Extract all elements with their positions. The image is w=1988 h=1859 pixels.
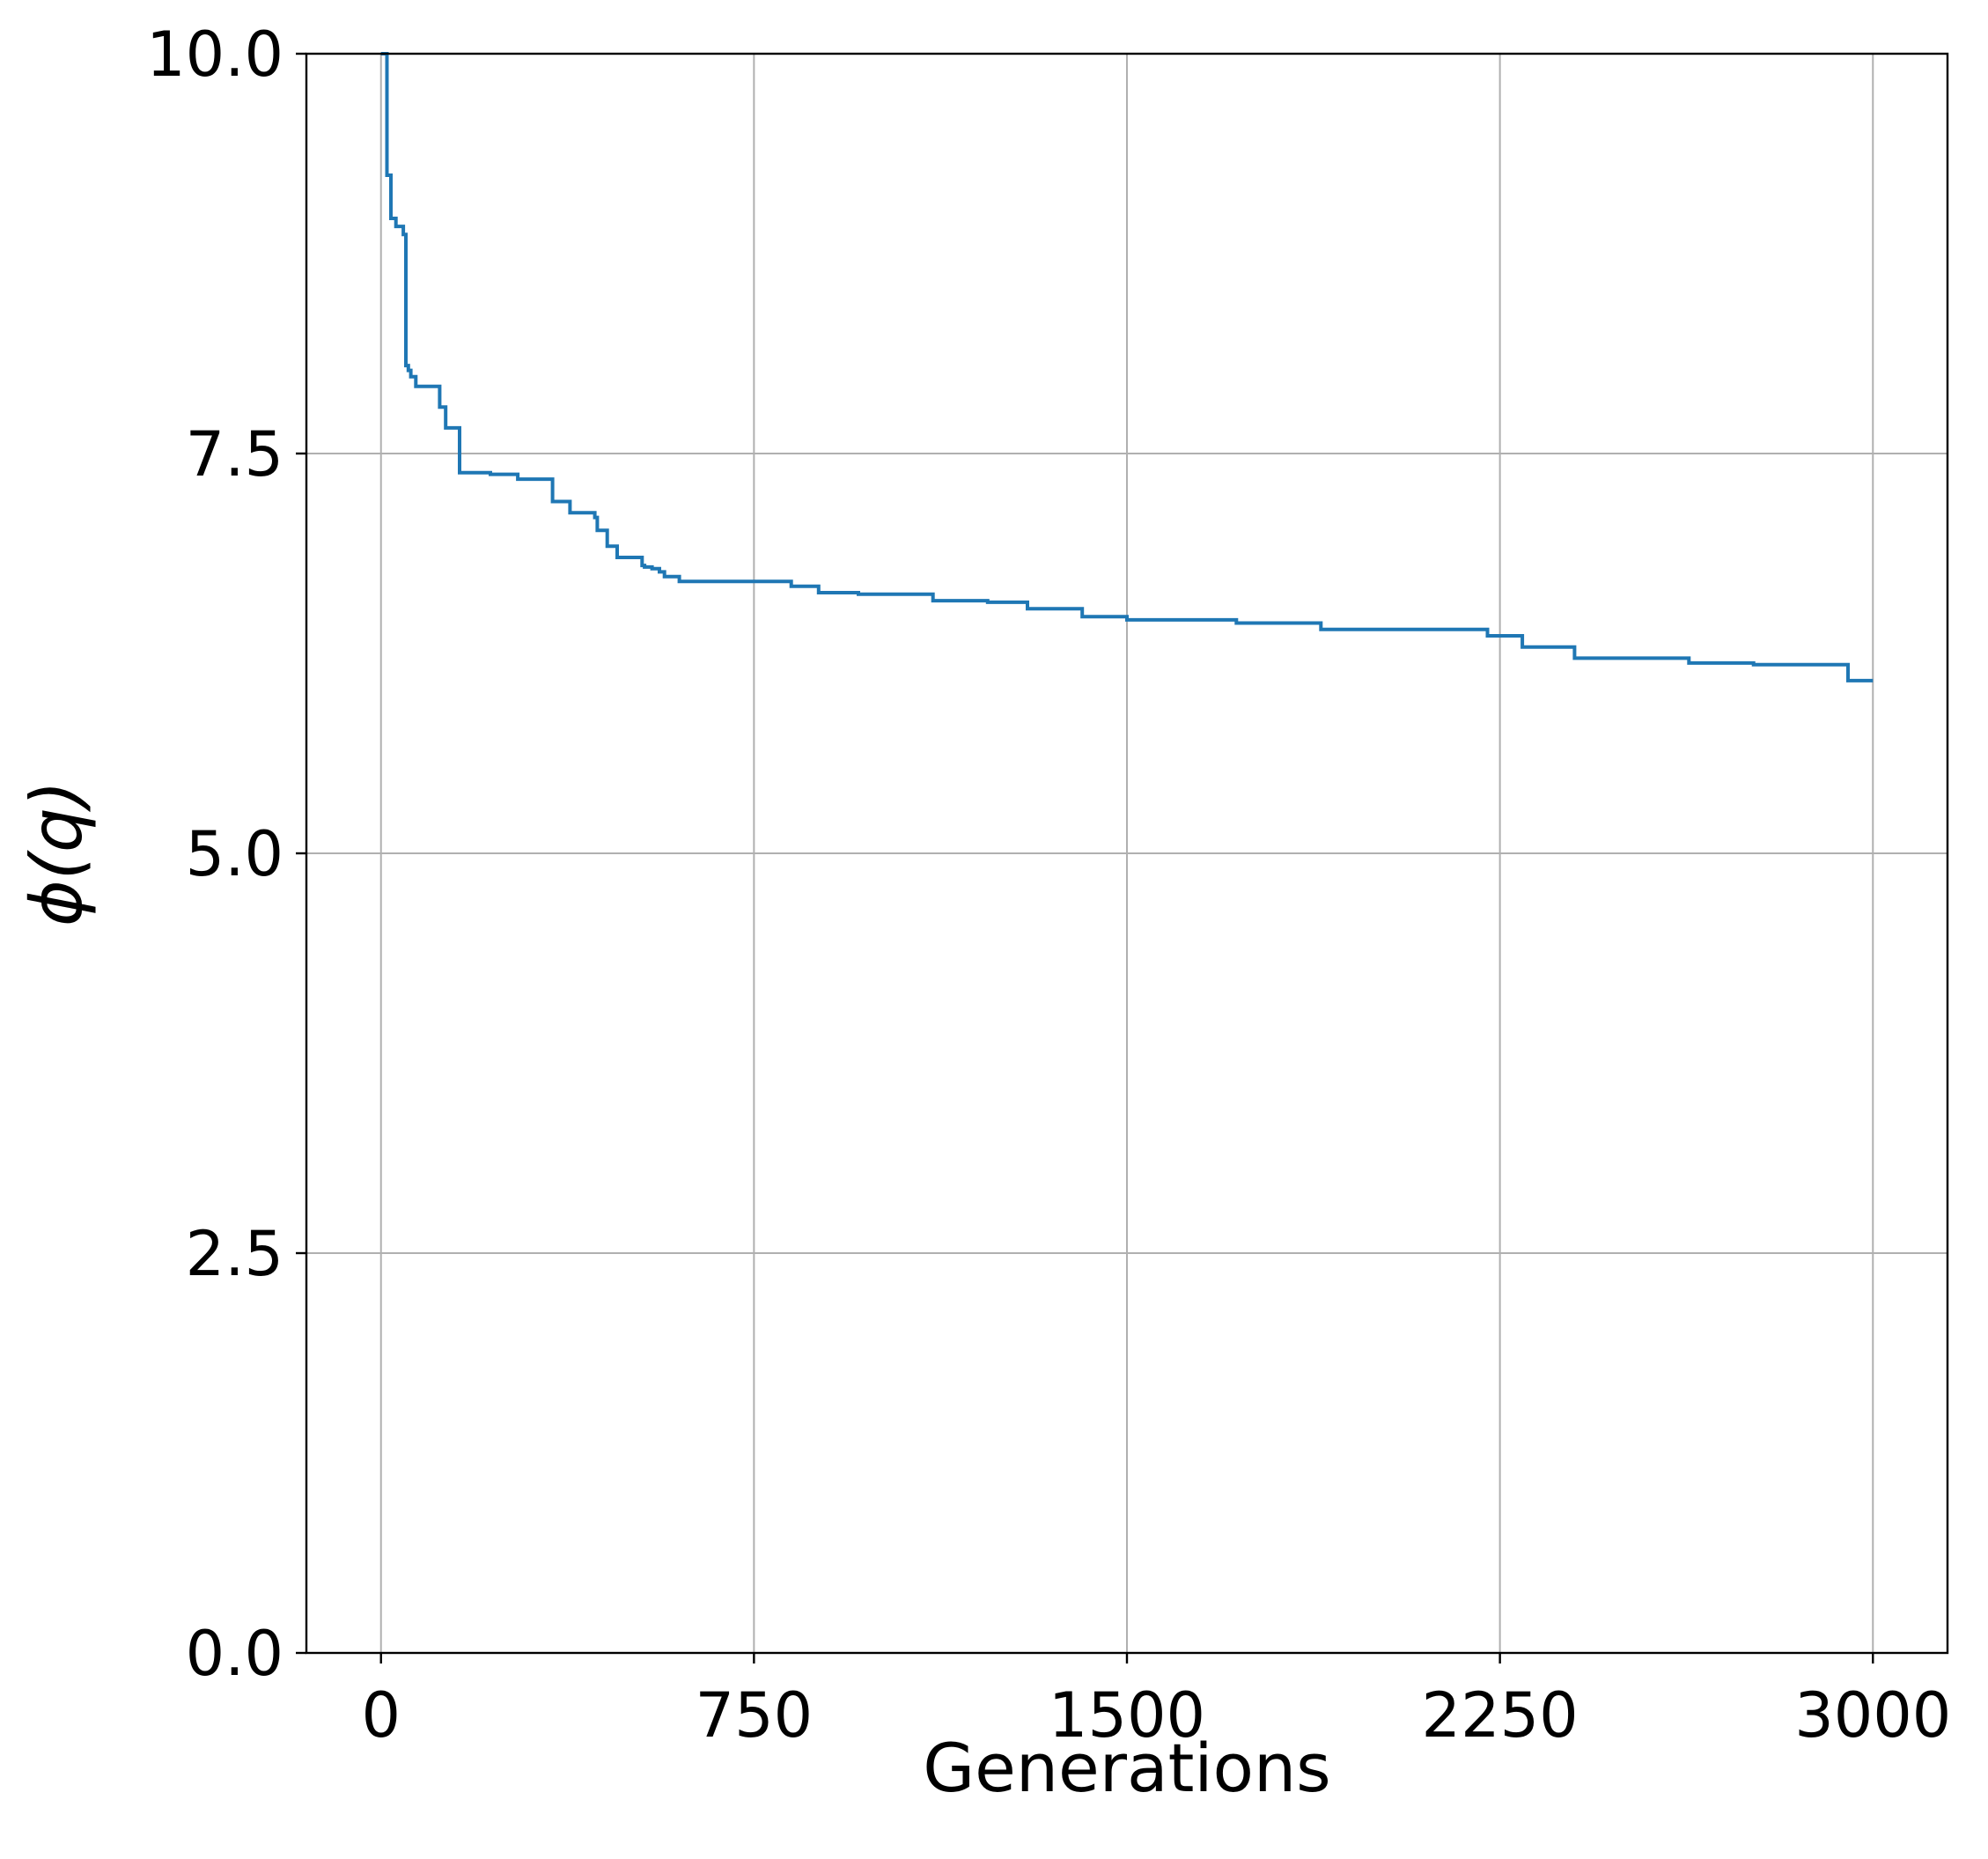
x-tick-label: 2250 — [1422, 1679, 1579, 1752]
y-tick-label: 2.5 — [186, 1218, 283, 1290]
y-tick-label: 7.5 — [186, 418, 283, 491]
x-tick-label: 1500 — [1049, 1679, 1205, 1752]
series-line — [380, 52, 1874, 682]
y-tick-label: 10.0 — [146, 18, 283, 91]
x-tick-label: 3000 — [1794, 1679, 1951, 1752]
y-tick-label: 5.0 — [186, 818, 283, 890]
axis-ticks: 0 750 1500 2250 3000 0.0 2.5 5.0 7.5 10.0 — [146, 18, 1951, 1752]
x-tick-label: 750 — [696, 1679, 814, 1752]
series-layer — [380, 52, 1874, 682]
y-tick-label: 0.0 — [186, 1618, 283, 1690]
x-tick-label: 0 — [361, 1679, 401, 1752]
y-axis-label: ϕ(q) — [16, 780, 98, 926]
x-axis-label: Generations — [923, 1729, 1331, 1807]
